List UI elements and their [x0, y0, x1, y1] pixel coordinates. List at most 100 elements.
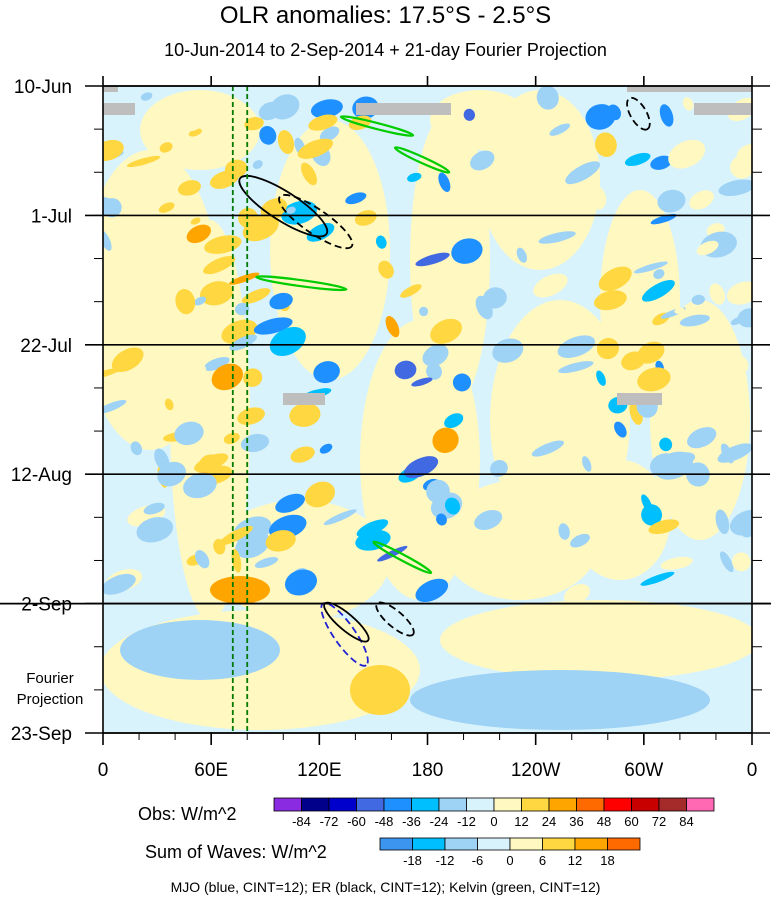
obs-colorbar-swatch-3: [356, 797, 385, 812]
field-patch-185: [565, 161, 601, 185]
field-patch-157: [640, 571, 675, 586]
missing-data-bar-0: [103, 103, 135, 115]
field-patch-179: [558, 523, 570, 540]
field-patch-161: [650, 155, 673, 170]
chart-footer: MJO (blue, CINT=12); ER (black, CINT=12)…: [170, 879, 601, 895]
field-patch-204: [734, 355, 749, 373]
obs-colorbar-swatch-5: [411, 797, 440, 812]
obs-colorbar-swatch-4: [383, 797, 412, 812]
field-patch-225: [691, 294, 705, 305]
obs-colorbar-swatch-11: [576, 797, 605, 812]
field-patch-21: [223, 432, 240, 445]
field-patch-68: [438, 172, 451, 193]
field-patch-92: [426, 363, 442, 380]
field-patch-228: [661, 452, 696, 469]
contour-kelvin-9: [372, 540, 433, 575]
y-tick-label-4: 2-Sep: [21, 595, 72, 616]
field-patch-168: [598, 266, 632, 292]
field-patch-66: [275, 493, 305, 513]
field-patch-12: [241, 288, 271, 304]
field-patch-91: [463, 108, 475, 121]
field-patch-189: [558, 361, 594, 374]
missing-data-bar-1: [356, 103, 451, 115]
field-patch-74: [356, 519, 389, 538]
field-patch-164: [594, 132, 617, 157]
field-patch-120: [141, 292, 168, 308]
field-patch-41: [319, 126, 340, 142]
field-patch-196: [589, 186, 607, 210]
field-patch-219: [709, 283, 726, 305]
field-patch-104: [158, 202, 175, 213]
field-patch-88: [345, 192, 367, 205]
chart-title: OLR anomalies: 17.5°S - 2.5°S: [219, 2, 552, 29]
field-patch-17: [190, 217, 201, 225]
waves-colorbar-swatch-0: [379, 837, 413, 851]
field-patch-72: [377, 545, 408, 562]
field-patch-211: [687, 498, 711, 512]
waves-colorbar-level-3: 0: [506, 853, 513, 868]
field-patch-64: [258, 101, 281, 121]
field-patch-115: [126, 155, 161, 168]
field-patch-103: [103, 229, 112, 251]
waves-colorbar-level-0: -18: [403, 853, 422, 868]
field-patch-67: [284, 569, 318, 596]
field-patch-176: [510, 455, 534, 463]
field-patch-133: [103, 197, 115, 217]
field-patch-224: [696, 240, 719, 256]
waves-colorbar-label: Sum of Waves: W/m^2: [145, 842, 327, 862]
field-patch-237: [687, 427, 717, 449]
field-patch-226: [736, 143, 752, 162]
obs-colorbar-swatch-12: [603, 797, 632, 812]
obs-colorbar-level-9: 24: [542, 814, 556, 829]
obs-colorbar-swatch-1: [301, 797, 330, 812]
field-patch-28: [219, 525, 253, 546]
field-blob-pale-2: [270, 120, 390, 380]
field-patch-30: [210, 170, 239, 189]
field-patch-182: [531, 440, 565, 457]
field-patch-123: [177, 180, 201, 196]
field-patch-32: [199, 454, 217, 467]
field-patch-202: [565, 500, 577, 520]
field-blob-pale-13: [430, 90, 530, 150]
projection-blob-5: [210, 576, 270, 604]
obs-colorbar-level-8: 12: [514, 814, 528, 829]
field-patch-147: [585, 104, 616, 130]
field-patch-8: [244, 117, 264, 131]
obs-colorbar-swatch-6: [438, 797, 467, 812]
field-patch-173: [521, 588, 538, 598]
obs-colorbar-level-1: -72: [320, 814, 339, 829]
obs-colorbar-level-10: 36: [569, 814, 583, 829]
x-tick-label-2: 120E: [297, 760, 341, 781]
field-patch-124: [164, 398, 174, 411]
field-patch-195: [520, 195, 532, 210]
field-patch-75: [355, 529, 391, 551]
field-patch-34: [310, 99, 343, 119]
x-tick-label-1: 60E: [194, 760, 228, 781]
field-patch-144: [637, 367, 671, 392]
field-patch-232: [668, 139, 706, 169]
field-patch-155: [650, 213, 677, 225]
field-patch-33: [183, 472, 217, 499]
waves-colorbar-level-1: -12: [436, 853, 455, 868]
field-patch-101: [394, 360, 417, 380]
field-patch-99: [436, 513, 447, 526]
field-patch-174: [511, 542, 539, 564]
field-patch-154: [614, 421, 627, 438]
waves-colorbar-level-6: 18: [600, 853, 614, 868]
chart-subtitle: 10-Jun-2014 to 2-Sep-2014 + 21-day Fouri…: [164, 40, 607, 60]
field-patch-150: [633, 261, 668, 274]
obs-colorbar-label: Obs: W/m^2: [138, 804, 237, 824]
obs-colorbar-level-2: -60: [347, 814, 366, 829]
obs-colorbar-swatch-7: [466, 797, 495, 812]
field-patch-77: [415, 252, 450, 267]
field-patch-231: [732, 552, 751, 572]
y-tick-label-3: 12-Aug: [11, 465, 72, 486]
field-blob-pale-11: [570, 460, 670, 580]
waves-colorbar-level-5: 12: [568, 853, 582, 868]
field-patch-206: [718, 179, 752, 197]
waves-colorbar-swatch-1: [412, 837, 446, 851]
waves-colorbar-swatch-2: [444, 837, 478, 851]
field-patch-54: [319, 443, 333, 454]
field-patch-158: [624, 152, 651, 167]
field-patch-198: [558, 409, 580, 431]
